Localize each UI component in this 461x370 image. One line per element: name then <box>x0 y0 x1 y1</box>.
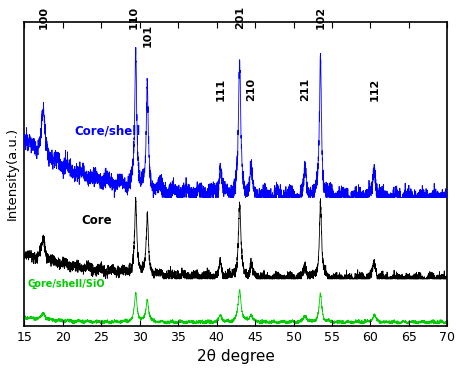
Text: 2: 2 <box>32 282 37 291</box>
Text: 101: 101 <box>142 24 152 47</box>
Text: 210: 210 <box>246 78 256 101</box>
Text: 102: 102 <box>315 6 325 29</box>
X-axis label: 2θ degree: 2θ degree <box>197 349 275 364</box>
Text: Core/shell/SiO: Core/shell/SiO <box>27 279 105 289</box>
Text: Core: Core <box>82 215 112 228</box>
Text: 201: 201 <box>235 6 245 29</box>
Text: Core/shell: Core/shell <box>74 124 141 137</box>
Text: 211: 211 <box>300 78 310 101</box>
Text: 100: 100 <box>38 6 48 29</box>
Text: 112: 112 <box>369 78 379 101</box>
Y-axis label: Intensity(a.u.): Intensity(a.u.) <box>6 127 18 221</box>
Text: 111: 111 <box>215 78 225 101</box>
Text: 110: 110 <box>129 6 139 29</box>
